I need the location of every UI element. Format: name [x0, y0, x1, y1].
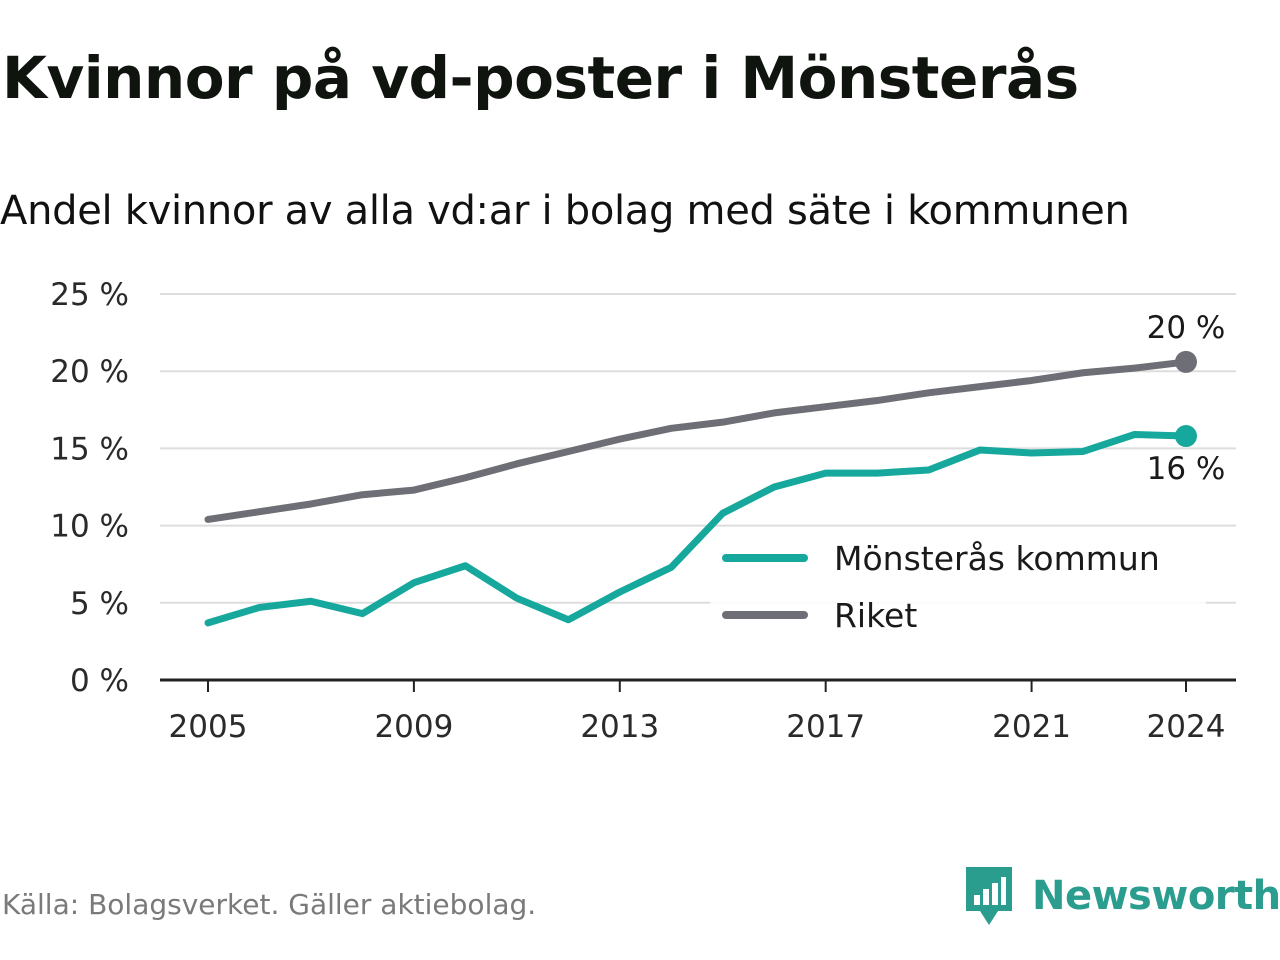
y-tick-label: 20 %	[50, 354, 129, 390]
chart-subtitle: Andel kvinnor av alla vd:ar i bolag med …	[0, 188, 1130, 234]
brand-logo: Newsworthy	[964, 864, 1280, 928]
y-tick-label: 15 %	[50, 431, 129, 467]
x-tick-label: 2024	[1147, 709, 1226, 745]
chart-title: Kvinnor på vd-poster i Mönsterås	[2, 44, 1079, 112]
series-line-kommun	[204, 431, 1190, 627]
y-tick-label: 0 %	[70, 663, 129, 699]
end-point-kommun	[1175, 425, 1197, 448]
newsworthy-logo-icon	[966, 867, 1012, 925]
x-tick-label: 2017	[786, 709, 865, 745]
y-tick-label: 10 %	[50, 509, 129, 545]
series-lines	[204, 350, 1197, 627]
end-label-riket: 20 %	[1147, 310, 1226, 346]
x-tick-label: 2005	[169, 709, 248, 745]
legend-item-kommun-label: Mönsterås kommun	[834, 539, 1160, 578]
x-tick-label: 2021	[992, 709, 1071, 745]
y-tick-label: 25 %	[50, 277, 129, 313]
y-tick-label: 5 %	[70, 586, 129, 622]
source-note: Källa: Bolagsverket. Gäller aktiebolag.	[2, 888, 537, 921]
legend-background	[710, 528, 1206, 648]
brand-name: Newsworthy	[1032, 873, 1280, 919]
legend: Mönsterås kommun Riket	[722, 539, 1160, 635]
legend-item-riket-label: Riket	[834, 596, 917, 635]
x-axis: 2005 2009 2013 2017 2021 2024	[160, 678, 1236, 745]
x-tick-label: 2009	[374, 709, 453, 745]
x-tick-label: 2013	[580, 709, 659, 745]
series-line-riket	[204, 358, 1190, 523]
y-axis-ticks: 0 % 5 % 10 % 15 % 20 % 25 %	[50, 277, 129, 699]
legend-box	[710, 528, 1206, 648]
gridlines	[160, 293, 1236, 604]
end-point-riket	[1175, 350, 1197, 373]
end-label-kommun: 16 %	[1147, 451, 1226, 487]
end-labels: 20 % 16 %	[1147, 310, 1226, 487]
